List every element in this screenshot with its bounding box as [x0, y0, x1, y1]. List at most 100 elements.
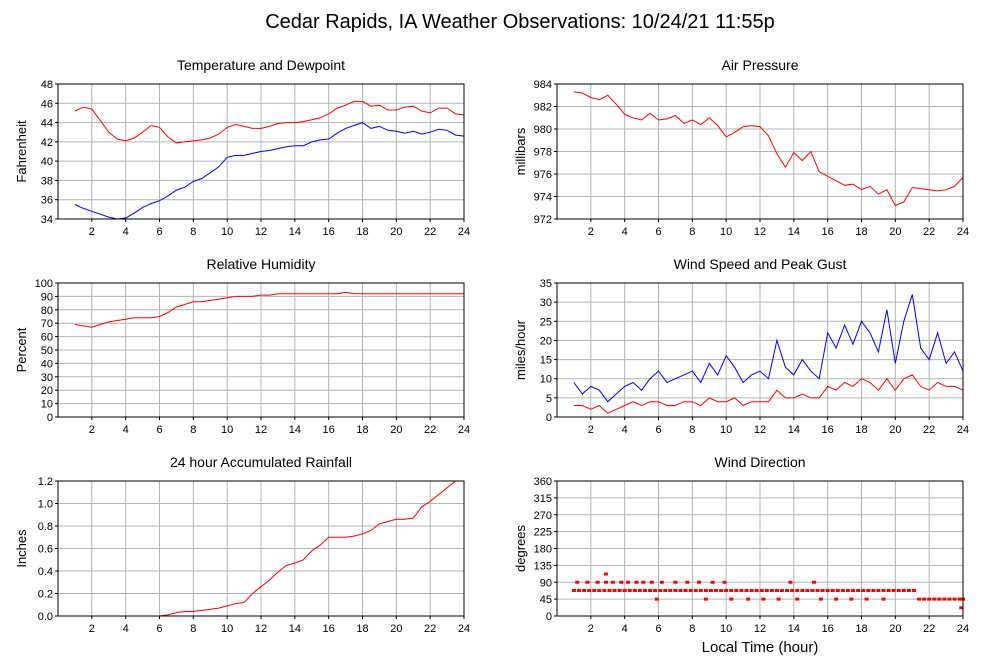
wind-direction-point — [952, 597, 957, 601]
wind-direction-x-tick-label: 6 — [655, 623, 661, 635]
wind-direction-point — [810, 589, 815, 592]
wind-direction-point — [663, 589, 668, 592]
temperature-and-dewpoint-y-tick-label: 48 — [41, 79, 53, 91]
wind-speed-and-peak-gust-y-tick-label: 5 — [546, 393, 552, 405]
temperature-and-dewpoint-y-tick-label: 40 — [41, 156, 53, 168]
wind-direction-point — [759, 589, 764, 592]
wind-direction-x-tick-label: 24 — [957, 623, 969, 635]
wind-direction-point — [906, 589, 911, 592]
air-pressure-x-tick-label: 10 — [720, 226, 732, 238]
wind-direction-point — [582, 589, 587, 592]
wind-speed-and-peak-gust-y-tick-label: 15 — [540, 355, 552, 367]
wind-direction-point — [729, 597, 734, 601]
wind-direction-point — [876, 589, 881, 592]
24-hour-accumulated-rainfall-x-tick-label: 24 — [458, 623, 470, 635]
wind-direction-point — [729, 589, 734, 592]
wind-direction-point — [703, 589, 708, 592]
wind-direction-point — [812, 580, 817, 584]
relative-humidity-x-tick-label: 12 — [255, 424, 267, 436]
relative-humidity-y-tick-label: 60 — [41, 332, 53, 344]
air-pressure-x-tick-label: 20 — [889, 226, 901, 238]
air-pressure-y-tick-label: 980 — [534, 124, 552, 136]
temperature-and-dewpoint-y-tick-label: 36 — [41, 195, 53, 207]
wind-direction-y-tick-label: 45 — [540, 594, 552, 606]
relative-humidity-y-tick-label: 90 — [41, 291, 53, 303]
wind-direction-x-tick-label: 4 — [622, 623, 628, 635]
wind-speed-and-peak-gust-y-axis-label: miles/hour — [513, 319, 528, 380]
relative-humidity-x-tick-label: 24 — [458, 424, 470, 436]
24-hour-accumulated-rainfall-x-tick-label: 20 — [390, 623, 402, 635]
wind-direction-point — [886, 589, 891, 592]
wind-direction-point — [761, 597, 766, 601]
wind-direction-point — [659, 580, 664, 584]
wind-direction-point — [840, 589, 845, 592]
wind-direction-point — [866, 589, 871, 592]
wind-direction-point — [602, 589, 607, 592]
wind-direction-point — [779, 589, 784, 592]
wind-direction-point — [746, 597, 751, 601]
relative-humidity-y-tick-label: 70 — [41, 318, 53, 330]
wind-direction-point — [805, 589, 810, 592]
temperature-and-dewpoint-series-line-1 — [74, 100, 465, 144]
air-pressure-series-line-1 — [573, 91, 964, 207]
wind-direction-point — [673, 580, 678, 584]
wind-direction-point — [571, 589, 576, 592]
relative-humidity-x-tick-label: 2 — [89, 424, 95, 436]
wind-direction-point — [592, 589, 597, 592]
wind-direction-point — [626, 580, 631, 584]
wind-direction-point — [708, 589, 713, 592]
24-hour-accumulated-rainfall-x-tick-label: 10 — [221, 623, 233, 635]
wind-direction-point — [834, 597, 839, 601]
temperature-and-dewpoint-x-tick-label: 24 — [458, 226, 470, 238]
wind-direction-point — [714, 589, 719, 592]
page-title: Cedar Rapids, IA Weather Observations: 1… — [265, 11, 775, 33]
wind-direction-point — [724, 589, 729, 592]
wind-direction-point — [575, 580, 580, 584]
wind-direction-point — [881, 597, 886, 601]
temperature-and-dewpoint-x-tick-label: 4 — [123, 226, 129, 238]
wind-speed-and-peak-gust-x-tick-label: 18 — [855, 424, 867, 436]
wind-direction-point — [653, 589, 658, 592]
wind-direction-point — [617, 589, 622, 592]
wind-direction-point — [622, 589, 627, 592]
wind-direction-point — [610, 580, 615, 584]
24-hour-accumulated-rainfall-x-tick-label: 18 — [356, 623, 368, 635]
temperature-and-dewpoint-x-tick-label: 22 — [424, 226, 436, 238]
wind-direction-point — [815, 589, 820, 592]
wind-direction-point — [637, 589, 642, 592]
temperature-and-dewpoint-series-line-2 — [74, 122, 465, 220]
wind-direction-point — [774, 589, 779, 592]
wind-direction-point — [688, 589, 693, 592]
wind-speed-and-peak-gust-y-tick-label: 25 — [540, 316, 552, 328]
wind-direction-x-tick-label: 2 — [588, 623, 594, 635]
wind-direction-x-tick-label: 16 — [822, 623, 834, 635]
temperature-and-dewpoint-x-tick-label: 16 — [323, 226, 335, 238]
wind-direction-point — [722, 580, 727, 584]
air-pressure-y-tick-label: 974 — [534, 192, 552, 204]
temperature-and-dewpoint-x-tick-label: 12 — [255, 226, 267, 238]
wind-direction-point — [642, 589, 647, 592]
wind-direction-point — [788, 580, 793, 584]
relative-humidity-y-tick-label: 100 — [35, 278, 53, 290]
relative-humidity-y-tick-label: 40 — [41, 358, 53, 370]
wind-direction-point — [693, 589, 698, 592]
wind-direction-y-tick-label: 270 — [534, 510, 552, 522]
relative-humidity-x-tick-label: 14 — [289, 424, 301, 436]
wind-direction-y-tick-label: 360 — [534, 476, 552, 488]
relative-humidity-x-tick-label: 20 — [390, 424, 402, 436]
24-hour-accumulated-rainfall-series-line-1 — [74, 480, 456, 617]
air-pressure-title: Air Pressure — [721, 57, 798, 73]
wind-direction-y-tick-label: 315 — [534, 493, 552, 505]
wind-direction-point — [856, 589, 861, 592]
wind-speed-and-peak-gust-x-tick-label: 22 — [923, 424, 935, 436]
wind-direction-point — [641, 580, 646, 584]
wind-direction-point — [749, 589, 754, 592]
24-hour-accumulated-rainfall-y-tick-label: 0.8 — [38, 521, 53, 533]
wind-speed-and-peak-gust-x-tick-label: 16 — [822, 424, 834, 436]
wind-direction-y-tick-label: 225 — [534, 527, 552, 539]
air-pressure-y-tick-label: 976 — [534, 169, 552, 181]
24-hour-accumulated-rainfall-x-tick-label: 12 — [255, 623, 267, 635]
relative-humidity-x-tick-label: 10 — [221, 424, 233, 436]
wind-direction-x-tick-label: 10 — [720, 623, 732, 635]
